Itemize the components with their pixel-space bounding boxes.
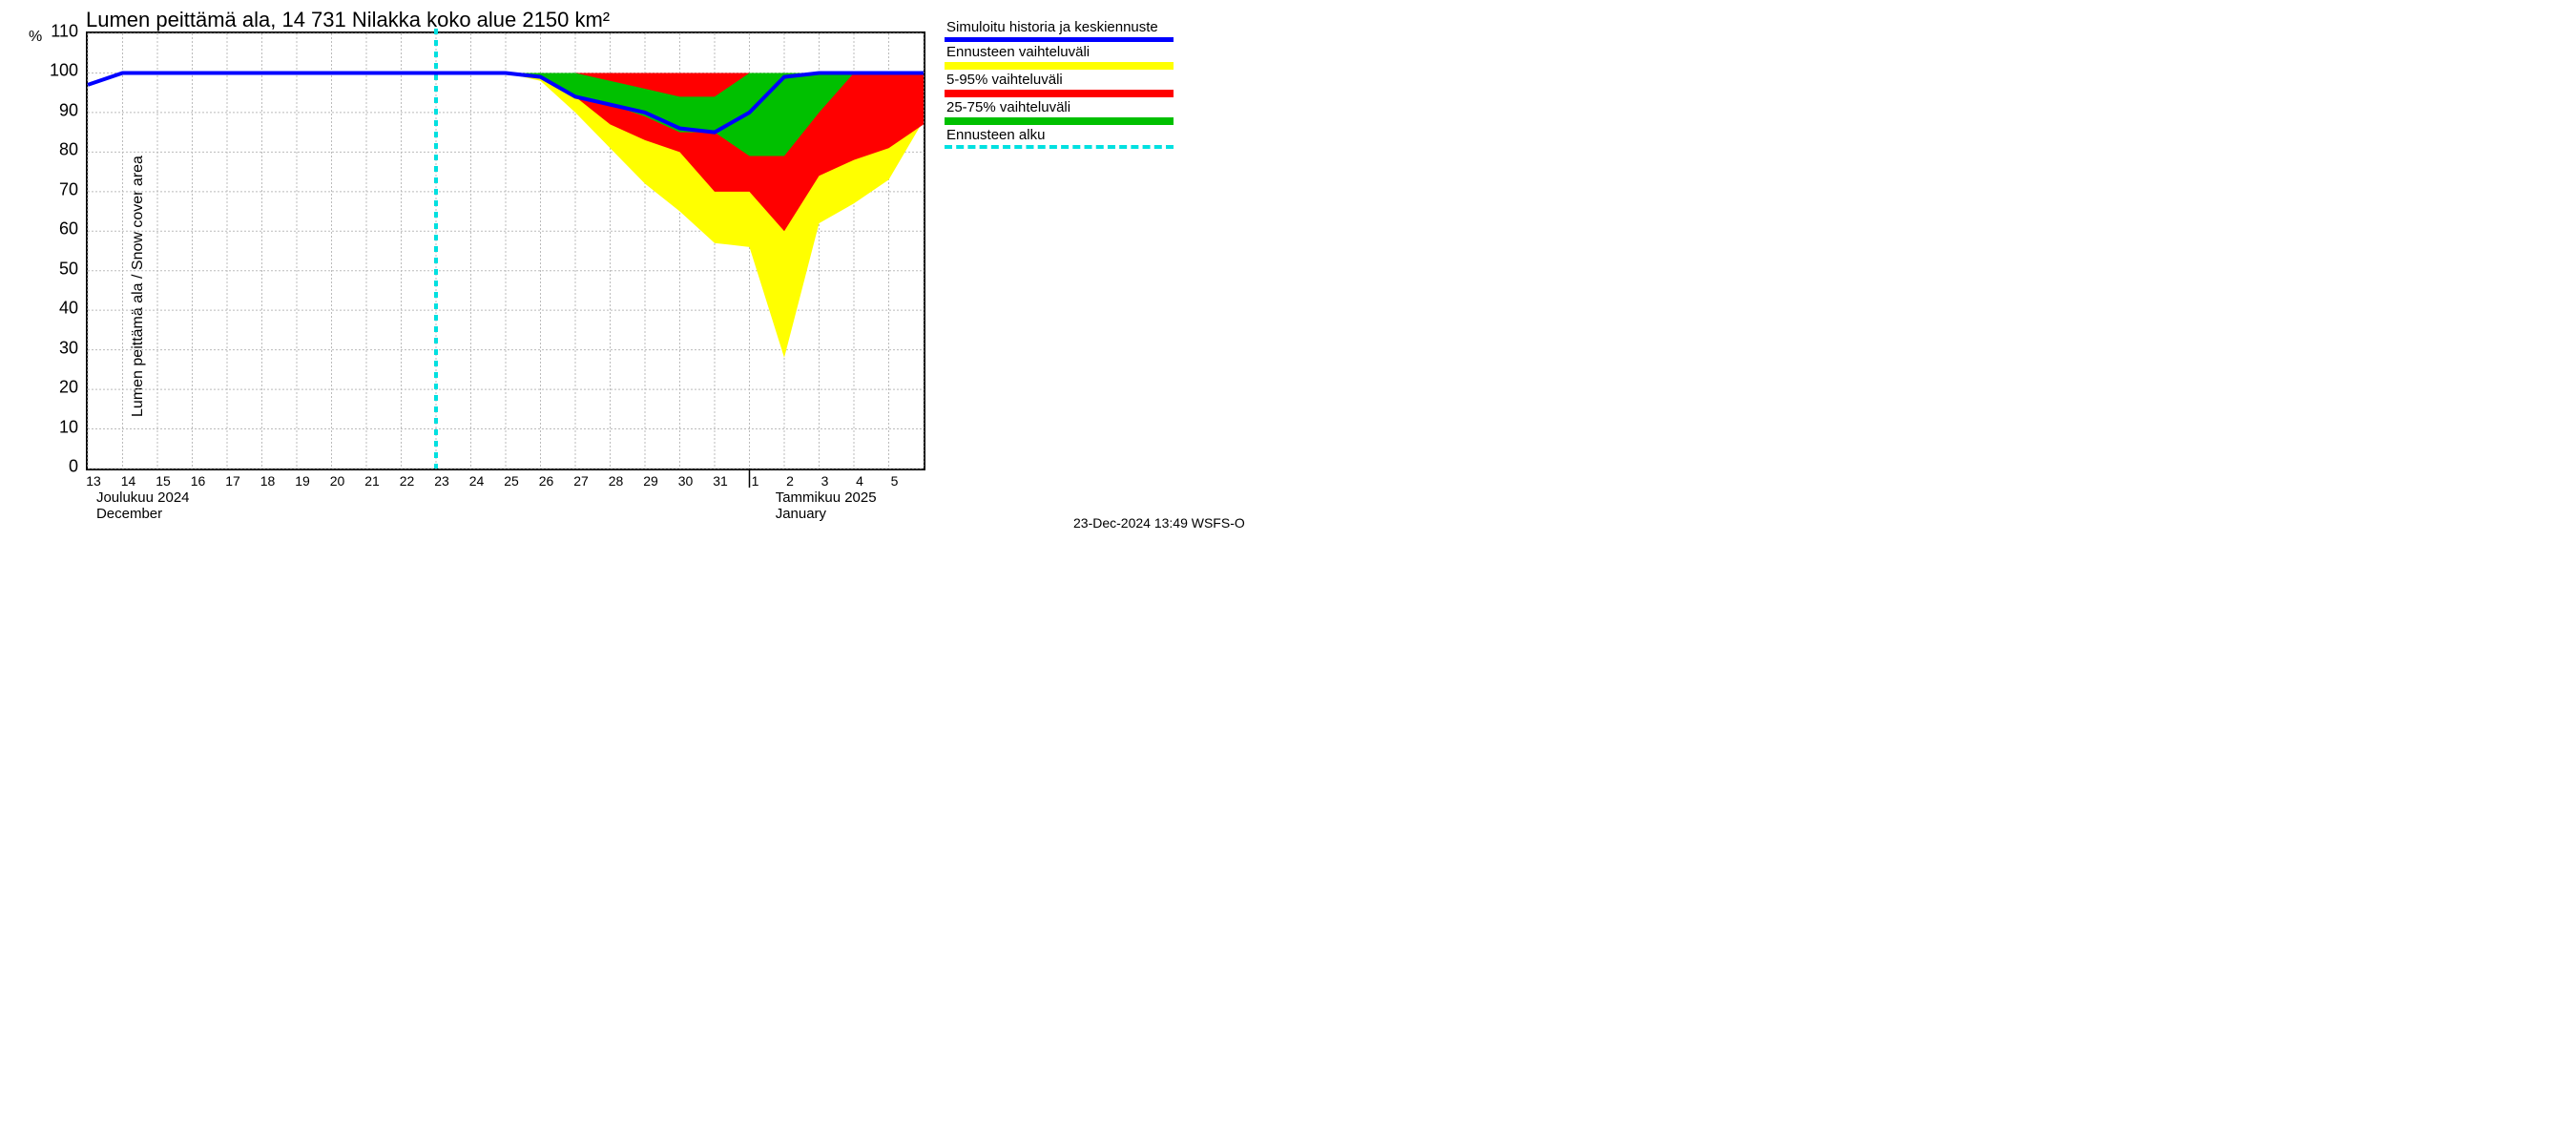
x-tick: 27	[573, 473, 589, 489]
legend-swatch	[945, 145, 1174, 149]
y-tick: 80	[40, 140, 78, 160]
y-tick: 70	[40, 179, 78, 199]
x-tick: 17	[225, 473, 240, 489]
chart-title: Lumen peittämä ala, 14 731 Nilakka koko …	[86, 8, 610, 32]
x-tick: 25	[504, 473, 519, 489]
legend-swatch	[945, 62, 1174, 70]
legend-swatch	[945, 37, 1174, 42]
x-tick: 26	[539, 473, 554, 489]
x-tick: 3	[821, 473, 829, 489]
y-tick: 90	[40, 100, 78, 120]
x-tick: 30	[678, 473, 694, 489]
x-tick: 22	[400, 473, 415, 489]
y-tick: 30	[40, 338, 78, 358]
x-tick: 23	[434, 473, 449, 489]
x-tick: 2	[786, 473, 794, 489]
x-tick: 29	[643, 473, 658, 489]
chart-svg	[88, 33, 924, 468]
legend-label: 5-95% vaihteluväli	[945, 72, 1183, 88]
legend-label: Simuloitu historia ja keskiennuste	[945, 19, 1183, 35]
x-tick: 16	[191, 473, 206, 489]
x-tick: 28	[609, 473, 624, 489]
y-tick: 20	[40, 378, 78, 398]
x-tick: 21	[364, 473, 380, 489]
x-tick: 24	[469, 473, 485, 489]
legend-item: Ennusteen vaihteluväli	[945, 44, 1183, 70]
legend-item: Simuloitu historia ja keskiennuste	[945, 19, 1183, 42]
x-tick: 18	[260, 473, 276, 489]
x-tick: 31	[713, 473, 728, 489]
y-tick: 110	[40, 22, 78, 42]
x-tick: 1	[752, 473, 759, 489]
x-tick: 13	[86, 473, 101, 489]
x-tick: 5	[891, 473, 899, 489]
y-tick: 100	[40, 61, 78, 81]
month-label: Tammikuu 2025January	[776, 489, 877, 522]
y-tick: 40	[40, 299, 78, 319]
y-tick: 0	[40, 457, 78, 477]
legend-item: Ennusteen alku	[945, 127, 1183, 149]
legend-item: 5-95% vaihteluväli	[945, 72, 1183, 97]
legend-item: 25-75% vaihteluväli	[945, 99, 1183, 125]
y-tick: 10	[40, 417, 78, 437]
legend-swatch	[945, 90, 1174, 97]
legend-label: 25-75% vaihteluväli	[945, 99, 1183, 115]
uncertainty-bands	[88, 73, 924, 357]
month-label: Joulukuu 2024December	[96, 489, 190, 522]
chart-container: Lumen peittämä ala / Snow cover area % L…	[0, 0, 1288, 572]
y-tick: 60	[40, 219, 78, 239]
y-tick: 50	[40, 259, 78, 279]
x-tick: 14	[121, 473, 136, 489]
legend-label: Ennusteen vaihteluväli	[945, 44, 1183, 60]
plot-area	[86, 31, 925, 470]
x-tick: 19	[295, 473, 310, 489]
x-tick: 4	[856, 473, 863, 489]
legend: Simuloitu historia ja keskiennuste Ennust…	[945, 19, 1183, 151]
footer-timestamp: 23-Dec-2024 13:49 WSFS-O	[1073, 515, 1245, 531]
legend-swatch	[945, 117, 1174, 125]
legend-label: Ennusteen alku	[945, 127, 1183, 143]
x-tick: 20	[330, 473, 345, 489]
x-tick: 15	[156, 473, 171, 489]
